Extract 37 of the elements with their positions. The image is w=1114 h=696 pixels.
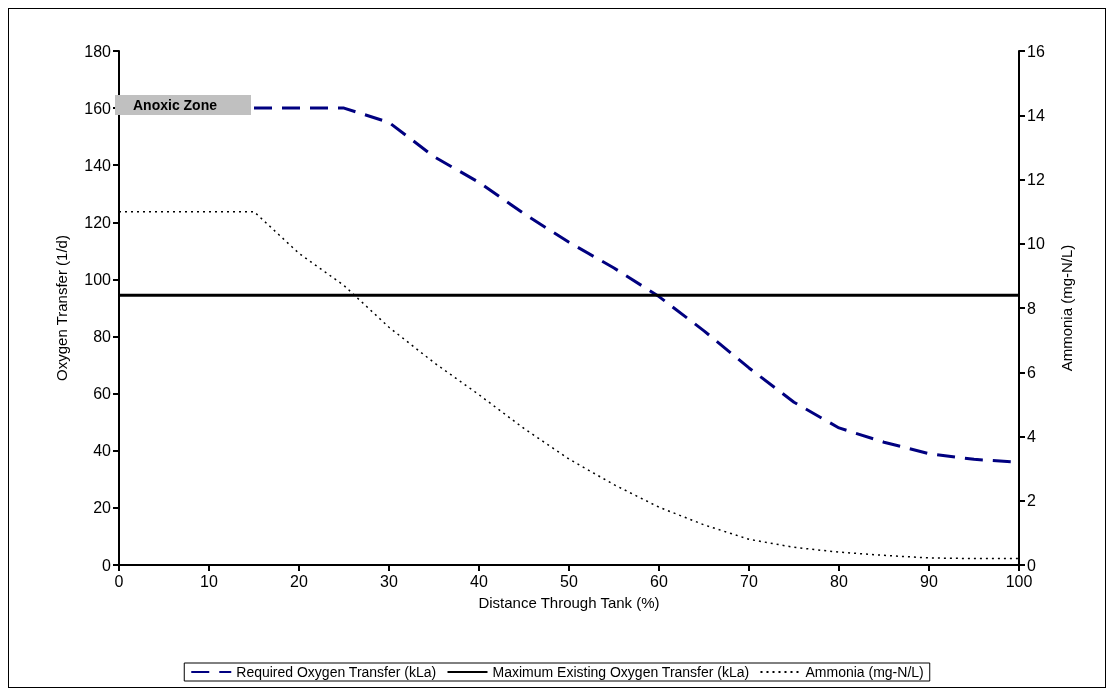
y-tick-label: 0 [102,556,112,574]
x-tick-label: 0 [114,572,124,590]
legend-label: Ammonia (mg-N/L) [805,664,924,680]
x-tick-label: 50 [560,572,578,590]
x-tick-label: 30 [380,572,398,590]
y2-tick-label: 6 [1027,363,1036,381]
legend-label: Maximum Existing Oxygen Transfer (kLa) [492,664,750,680]
y-tick-label: 140 [84,156,112,174]
y2-tick-label: 8 [1027,299,1036,317]
label-box: Anoxic Zone [115,95,251,115]
legend-label: Required Oxygen Transfer (kLa) [236,664,437,680]
y-tick-label: 160 [84,99,112,117]
x-tick-label: 90 [920,572,938,590]
x-tick-label: 10 [200,572,218,590]
x-tick-label: 20 [290,572,308,590]
y-tick-label: 60 [93,385,112,403]
x-axis-title: Distance Through Tank (%) [478,594,660,611]
y2-tick-label: 0 [1027,556,1036,574]
x-tick-label: 70 [740,572,758,590]
y-tick-label: 120 [84,213,112,231]
x-tick-label: 80 [830,572,848,590]
y-tick-label: 100 [84,270,112,288]
x-tick-label: 100 [1005,572,1033,590]
y2-tick-label: 16 [1027,42,1045,60]
y2-tick-label: 2 [1027,492,1036,510]
x-tick-label: 40 [470,572,488,590]
y-tick-label: 180 [84,42,112,60]
y-tick-label: 80 [93,328,112,346]
y2-tick-label: 10 [1027,235,1045,253]
y-tick-label: 20 [93,499,112,517]
y2-tick-label: 12 [1027,171,1045,188]
y2-tick-label: 14 [1027,106,1045,124]
y2-axis-title: Ammonia (mg-N/L) [1058,244,1075,372]
y-axis-title: Oxygen Transfer (1/d) [53,235,70,381]
y2-tick-label: 4 [1027,428,1036,445]
x-tick-label: 60 [650,572,668,590]
y-tick-label: 40 [93,442,112,460]
